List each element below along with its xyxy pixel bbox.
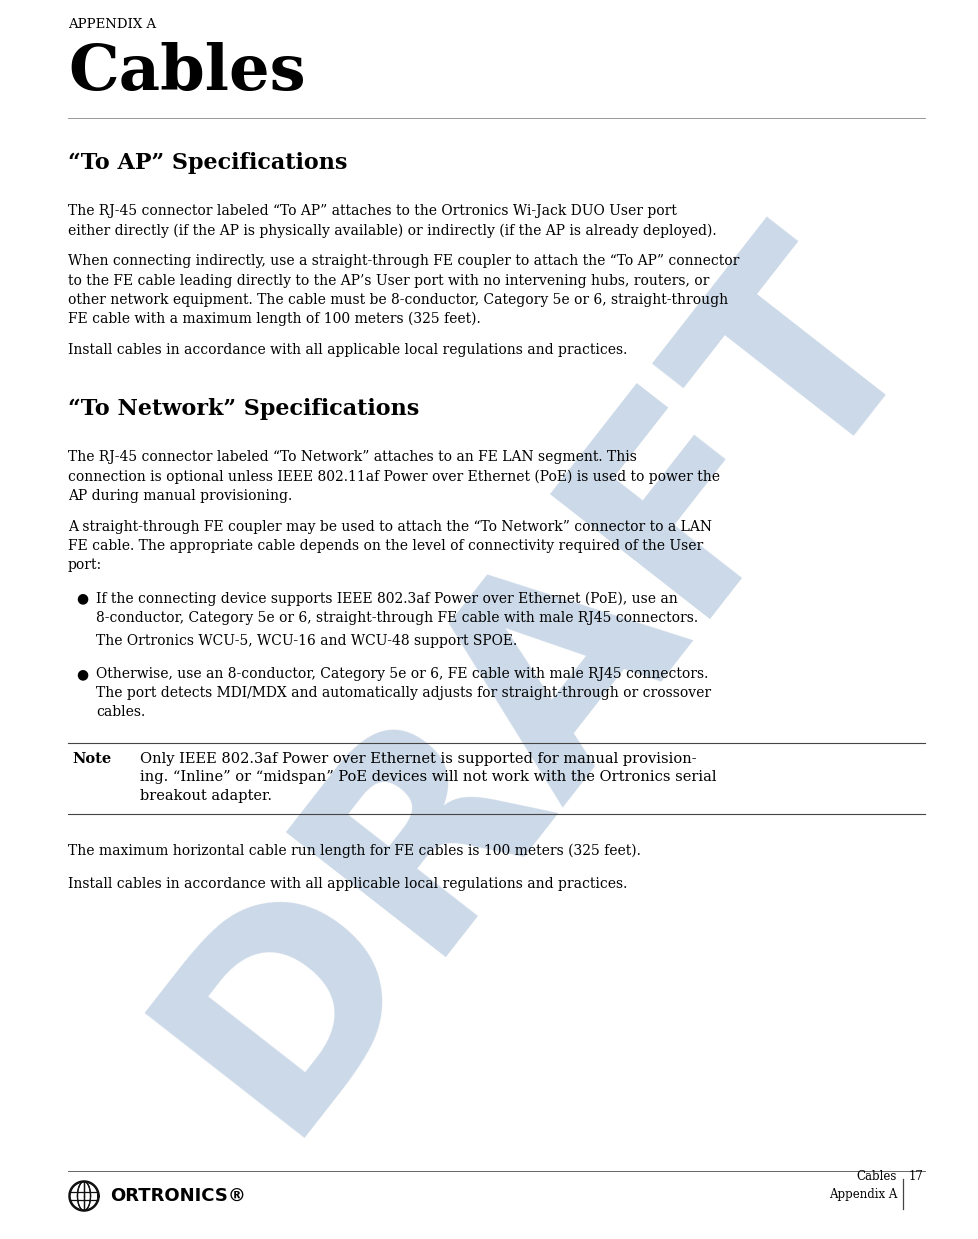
- Text: cables.: cables.: [96, 705, 145, 720]
- Text: port:: port:: [67, 559, 102, 572]
- Text: connection is optional unless IEEE 802.11af Power over Ethernet (PoE) is used to: connection is optional unless IEEE 802.1…: [67, 470, 719, 483]
- Text: “To AP” Specifications: “To AP” Specifications: [67, 152, 347, 173]
- Text: APPENDIX A: APPENDIX A: [67, 19, 156, 31]
- Text: A straight-through FE coupler may be used to attach the “To Network” connector t: A straight-through FE coupler may be use…: [67, 520, 711, 534]
- Text: The Ortronics WCU-5, WCU-16 and WCU-48 support SPOE.: The Ortronics WCU-5, WCU-16 and WCU-48 s…: [96, 634, 516, 648]
- Text: The port detects MDI/MDX and automatically adjusts for straight-through or cross: The port detects MDI/MDX and automatical…: [96, 686, 710, 700]
- Text: Appendix A: Appendix A: [827, 1188, 896, 1201]
- Text: Install cables in accordance with all applicable local regulations and practices: Install cables in accordance with all ap…: [67, 877, 627, 891]
- Text: 8-conductor, Category 5e or 6, straight-through FE cable with male RJ45 connecto: 8-conductor, Category 5e or 6, straight-…: [96, 611, 697, 624]
- Text: DRAFT: DRAFT: [112, 190, 963, 1173]
- Text: The RJ-45 connector labeled “To Network” attaches to an FE LAN segment. This: The RJ-45 connector labeled “To Network”…: [67, 450, 637, 465]
- Text: ●: ●: [76, 591, 88, 606]
- Text: “To Network” Specifications: “To Network” Specifications: [67, 398, 419, 420]
- Text: breakout adapter.: breakout adapter.: [140, 789, 272, 803]
- Text: either directly (if the AP is physically available) or indirectly (if the AP is : either directly (if the AP is physically…: [67, 223, 716, 238]
- Text: to the FE cable leading directly to the AP’s User port with no intervening hubs,: to the FE cable leading directly to the …: [67, 274, 709, 287]
- Text: Cables: Cables: [856, 1170, 896, 1183]
- Text: If the connecting device supports IEEE 802.3af Power over Ethernet (PoE), use an: If the connecting device supports IEEE 8…: [96, 591, 677, 606]
- Text: AP during manual provisioning.: AP during manual provisioning.: [67, 488, 292, 503]
- Text: The maximum horizontal cable run length for FE cables is 100 meters (325 feet).: The maximum horizontal cable run length …: [67, 844, 641, 859]
- Text: ing. “Inline” or “midspan” PoE devices will not work with the Ortronics serial: ing. “Inline” or “midspan” PoE devices w…: [140, 771, 716, 784]
- Text: Note: Note: [72, 752, 111, 766]
- Text: Only IEEE 802.3af Power over Ethernet is supported for manual provision-: Only IEEE 802.3af Power over Ethernet is…: [140, 752, 696, 766]
- Text: Otherwise, use an 8-conductor, Category 5e or 6, FE cable with male RJ45 connect: Otherwise, use an 8-conductor, Category …: [96, 667, 708, 681]
- Text: Install cables in accordance with all applicable local regulations and practices: Install cables in accordance with all ap…: [67, 343, 627, 357]
- Text: other network equipment. The cable must be 8-conductor, Category 5e or 6, straig: other network equipment. The cable must …: [67, 292, 728, 307]
- Text: The RJ-45 connector labeled “To AP” attaches to the Ortronics Wi-Jack DUO User p: The RJ-45 connector labeled “To AP” atta…: [67, 204, 676, 218]
- Text: 17: 17: [908, 1170, 923, 1183]
- Text: ORTRONICS®: ORTRONICS®: [111, 1187, 246, 1206]
- Text: FE cable. The appropriate cable depends on the level of connectivity required of: FE cable. The appropriate cable depends …: [67, 539, 702, 553]
- Text: ●: ●: [76, 667, 88, 681]
- Text: When connecting indirectly, use a straight-through FE coupler to attach the “To : When connecting indirectly, use a straig…: [67, 254, 738, 269]
- Text: FE cable with a maximum length of 100 meters (325 feet).: FE cable with a maximum length of 100 me…: [67, 312, 480, 326]
- Text: Cables: Cables: [67, 42, 305, 103]
